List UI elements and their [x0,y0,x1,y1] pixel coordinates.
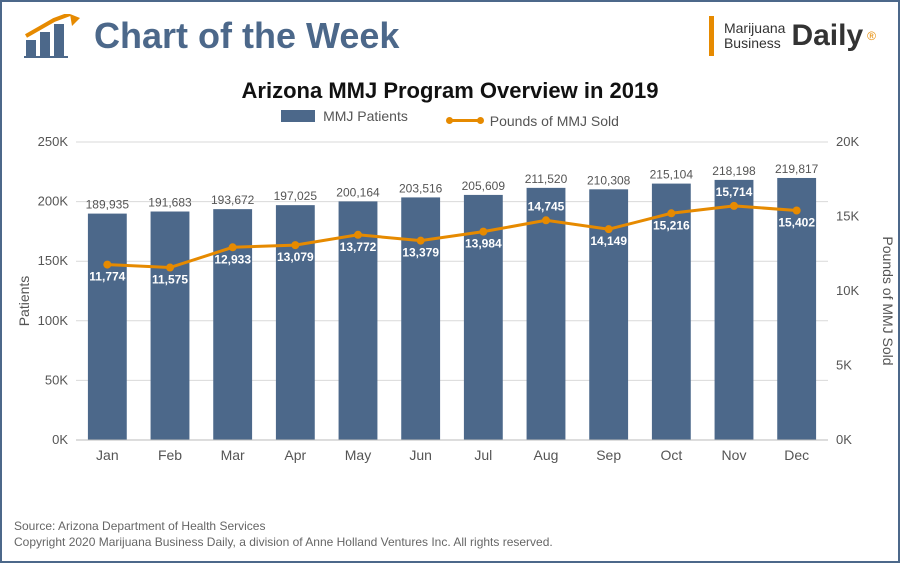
svg-text:11,774: 11,774 [89,270,125,284]
svg-text:211,520: 211,520 [525,172,568,186]
svg-text:150K: 150K [38,253,69,268]
svg-text:14,149: 14,149 [590,234,627,248]
mj-biz-daily-brand: MarijuanaBusiness Daily ® [709,16,876,56]
chart-card: Chart of the Week MarijuanaBusiness Dail… [0,0,900,563]
legend-item-line: Pounds of MMJ Sold [448,113,619,129]
svg-text:200,164: 200,164 [336,185,380,199]
svg-text:193,672: 193,672 [211,193,255,207]
svg-text:Jan: Jan [96,447,119,463]
legend: MMJ Patients Pounds of MMJ Sold [2,108,898,129]
svg-text:218,198: 218,198 [712,164,756,178]
legend-label: Pounds of MMJ Sold [490,113,619,129]
svg-text:11,575: 11,575 [152,273,188,287]
svg-text:14,745: 14,745 [528,199,565,213]
svg-text:Oct: Oct [660,447,682,463]
svg-text:May: May [345,447,371,463]
source-line: Source: Arizona Department of Health Ser… [14,519,265,533]
svg-text:0K: 0K [836,432,852,447]
svg-text:13,379: 13,379 [402,246,439,260]
legend-label: MMJ Patients [323,108,408,124]
svg-text:10K: 10K [836,283,859,298]
svg-text:50K: 50K [45,372,68,387]
svg-text:189,935: 189,935 [86,198,130,212]
svg-text:200K: 200K [38,194,69,209]
svg-text:13,079: 13,079 [277,250,314,264]
svg-text:Feb: Feb [158,447,182,463]
chart-of-the-week-brand: Chart of the Week [24,14,399,58]
svg-text:Jul: Jul [474,447,492,463]
svg-text:215,104: 215,104 [650,168,694,182]
svg-text:Jun: Jun [409,447,432,463]
legend-item-bars: MMJ Patients [281,108,408,124]
svg-text:Mar: Mar [221,447,245,463]
svg-text:Sep: Sep [596,447,621,463]
header: Chart of the Week MarijuanaBusiness Dail… [2,2,898,74]
svg-text:100K: 100K [38,313,69,328]
svg-text:0K: 0K [52,432,68,447]
svg-text:20K: 20K [836,134,859,149]
svg-text:15,216: 15,216 [653,218,690,232]
registered-mark: ® [867,29,876,43]
legend-swatch-bar [281,110,315,122]
svg-text:210,308: 210,308 [587,173,631,187]
svg-text:12,933: 12,933 [214,252,251,266]
svg-text:5K: 5K [836,358,852,373]
svg-text:Dec: Dec [784,447,809,463]
brand-text-large: Daily [791,19,863,53]
plot-area: 0K50K100K150K200K250K0K5K10K15K20K189,93… [76,136,828,466]
svg-text:191,683: 191,683 [148,196,192,210]
svg-text:15K: 15K [836,209,859,224]
copyright-line: Copyright 2020 Marijuana Business Daily,… [14,535,553,549]
svg-text:13,772: 13,772 [340,240,377,254]
svg-text:Nov: Nov [722,447,747,463]
svg-text:203,516: 203,516 [399,181,443,195]
y-right-axis-title: Pounds of MMJ Sold [876,136,896,466]
svg-text:250K: 250K [38,134,69,149]
svg-text:13,984: 13,984 [465,237,502,251]
chart-title: Arizona MMJ Program Overview in 2019 [2,78,898,104]
svg-text:Apr: Apr [284,447,306,463]
bar-growth-icon [24,14,80,58]
svg-text:15,402: 15,402 [778,216,815,230]
y-left-axis-title: Patients [16,136,36,466]
svg-text:219,817: 219,817 [775,162,819,176]
cotw-title: Chart of the Week [94,18,399,54]
svg-text:15,714: 15,714 [716,185,753,199]
brand-text-small: MarijuanaBusiness [724,21,785,50]
legend-swatch-line [448,119,482,122]
brand-accent-bar [709,16,714,56]
svg-text:Aug: Aug [534,447,559,463]
svg-text:205,609: 205,609 [462,179,506,193]
svg-text:197,025: 197,025 [274,189,318,203]
